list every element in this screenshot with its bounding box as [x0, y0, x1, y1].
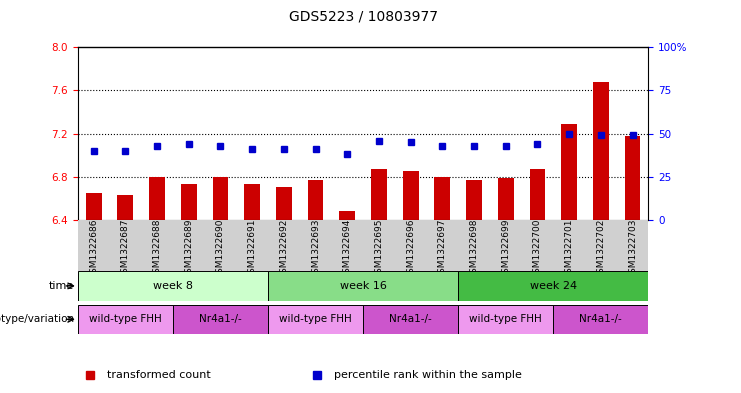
Bar: [625, 136, 640, 220]
Text: Nr4a1-/-: Nr4a1-/-: [199, 314, 242, 324]
Bar: [561, 124, 577, 220]
Bar: [78, 305, 173, 334]
Bar: [498, 178, 514, 220]
Bar: [149, 177, 165, 220]
Bar: [466, 180, 482, 220]
Text: genotype/variation: genotype/variation: [0, 314, 74, 324]
Bar: [268, 271, 458, 301]
Text: week 16: week 16: [339, 281, 387, 291]
Text: Nr4a1-/-: Nr4a1-/-: [579, 314, 622, 324]
Text: wild-type FHH: wild-type FHH: [469, 314, 542, 324]
Text: week 24: week 24: [530, 281, 576, 291]
Text: Nr4a1-/-: Nr4a1-/-: [389, 314, 432, 324]
Bar: [402, 171, 419, 220]
Bar: [78, 271, 268, 301]
Bar: [86, 193, 102, 220]
Bar: [308, 180, 324, 220]
Text: time: time: [49, 281, 74, 291]
Bar: [173, 305, 268, 334]
Text: GDS5223 / 10803977: GDS5223 / 10803977: [288, 9, 438, 24]
Text: wild-type FHH: wild-type FHH: [279, 314, 352, 324]
Bar: [371, 169, 387, 220]
Bar: [213, 177, 228, 220]
Text: percentile rank within the sample: percentile rank within the sample: [333, 370, 522, 380]
Bar: [434, 177, 451, 220]
Bar: [181, 184, 196, 220]
Bar: [593, 82, 609, 220]
Text: wild-type FHH: wild-type FHH: [89, 314, 162, 324]
Bar: [530, 169, 545, 220]
Bar: [363, 305, 458, 334]
Bar: [339, 211, 355, 220]
Bar: [276, 187, 292, 220]
Text: transformed count: transformed count: [107, 370, 211, 380]
Bar: [268, 305, 363, 334]
Bar: [458, 305, 554, 334]
Bar: [554, 305, 648, 334]
Bar: [117, 195, 133, 220]
Bar: [245, 184, 260, 220]
Bar: [458, 271, 648, 301]
Text: week 8: week 8: [153, 281, 193, 291]
